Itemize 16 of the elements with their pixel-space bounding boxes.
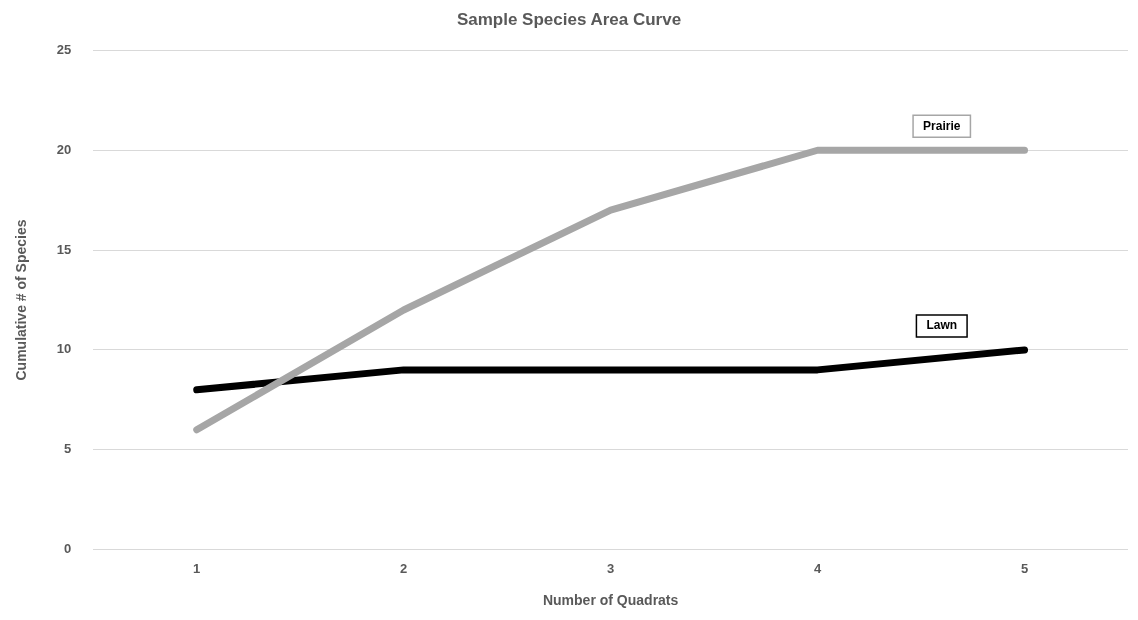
- x-tick-label: 1: [193, 560, 201, 576]
- y-tick-label: 15: [56, 241, 72, 257]
- y-axis-title: Cumulative # of Species: [13, 219, 30, 381]
- y-tick-label: 0: [64, 541, 72, 557]
- chart-title: Sample Species Area Curve: [456, 9, 682, 29]
- x-axis-title: Number of Quadrats: [542, 592, 679, 609]
- series-label: Prairie: [923, 118, 961, 133]
- x-tick-label: 2: [400, 560, 408, 576]
- x-tick-label: 4: [813, 560, 822, 576]
- text: Lawn: [926, 318, 958, 333]
- y-tick-label: 5: [64, 441, 72, 457]
- y-tick-label: 25: [56, 41, 72, 57]
- y-tick-label: 20: [56, 141, 72, 157]
- y-tick-label: 10: [56, 341, 72, 357]
- x-tick-label: 5: [1020, 560, 1029, 576]
- x-tick-label: 3: [607, 560, 615, 576]
